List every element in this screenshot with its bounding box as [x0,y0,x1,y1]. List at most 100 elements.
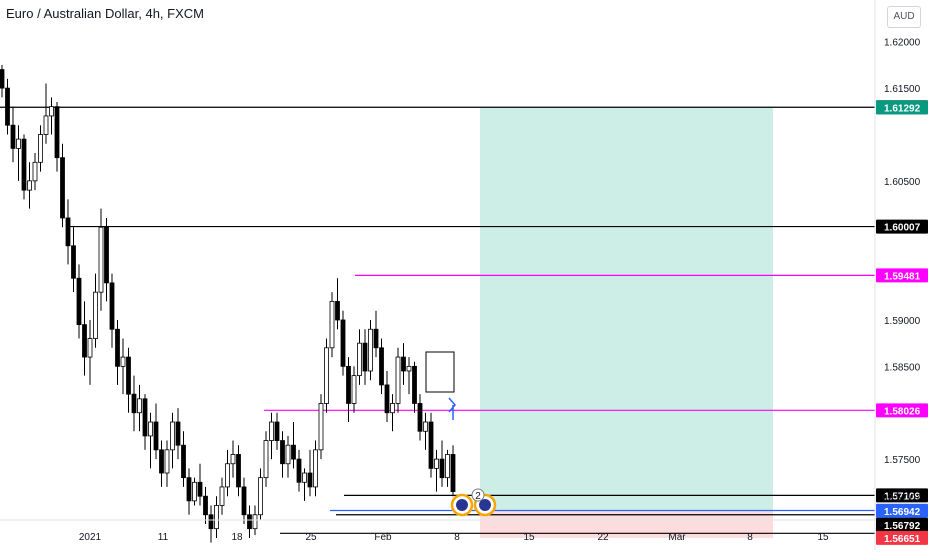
price-tag-bg [876,503,928,518]
candle-body [60,157,65,219]
price-tag-bg [876,517,928,532]
candle-body [32,161,38,182]
candle-body [98,226,104,293]
time-tick: 8 [747,532,753,543]
time-tick: 15 [523,532,535,543]
candle-body [219,486,225,506]
bar-countdown: 02:57:07 [882,493,921,504]
candle-body [450,454,456,492]
price-axis[interactable]: 1.62000 1.61500 1.60500 1.59000 1.58500 1.575… [884,38,921,466]
candle-body [258,477,263,516]
price-tick: 1.57500 [884,455,921,466]
candle-body [401,356,406,372]
candle-body [269,421,274,441]
price-tick: 1.61500 [884,84,921,95]
candle-body [21,138,27,191]
chart-overlays: 2 [425,351,497,517]
candle-body [302,472,307,483]
candle-body [225,463,230,488]
position-tool[interactable] [480,107,773,538]
candle-body [417,403,423,432]
time-tick: 15 [817,532,829,543]
time-tick: 18 [231,532,243,543]
price-tag-bg [876,530,928,545]
candle-body [126,356,131,395]
price-tags: 1.612941.612921.600071.594811.580261.571… [876,100,928,545]
candle-body [423,421,428,432]
candle-body [395,356,401,404]
time-tick: 11 [158,532,169,543]
price-tag-bg [876,488,928,503]
candle-body [274,421,280,441]
candle-body [351,375,357,404]
candle-body [148,421,153,437]
candle-body [181,444,186,479]
time-tick: Feb [374,532,392,543]
price-tag: 1.57109 [884,491,921,502]
event-count: 2 [475,491,481,502]
candle-body [49,106,54,117]
time-tick: Mar [668,532,686,543]
candle-body [93,291,98,339]
candle-body [296,458,302,483]
candle-body [307,472,313,488]
candle-body [247,514,252,530]
price-tick: 1.59000 [884,316,921,327]
price-tag: 1.60007 [884,223,921,234]
candle-body [186,477,192,502]
flag-icon-2 [479,499,491,511]
candle-body [445,454,450,479]
event-count-badge [471,488,485,502]
candle-body [76,277,82,326]
price-tick: 1.58500 [884,362,921,373]
price-tag: 1.56792 [884,521,921,532]
price-tag: 1.59481 [884,271,921,282]
candle-body [115,328,120,367]
candle-body [379,347,384,386]
candle-body [5,87,10,126]
candle-body [428,421,434,469]
candle-body [142,398,148,437]
candle-body [324,347,329,404]
candle-body [252,514,258,530]
candle-body [109,282,115,330]
candle-body [346,365,351,404]
time-tick: 2021 [79,532,102,543]
candle-body [340,319,346,367]
candle-body [335,301,340,321]
candle-body [236,454,241,488]
candle-body [241,486,247,516]
candle-body [192,481,197,502]
candle-body [285,444,291,465]
symbol-title: Euro / Australian Dollar, 4h, FXCM [6,6,204,21]
candle-body [197,481,203,497]
price-tag: 1.56651 [884,534,921,545]
candle-body [214,505,219,530]
candle-body [406,365,412,372]
time-axis[interactable]: 2021 11 18 25 Feb 8 15 22 Mar 8 15 [79,532,829,543]
candle-body [54,106,60,159]
candle-body [153,421,159,451]
price-tag-bg [876,268,928,283]
candle-body [373,328,379,349]
candle-body [230,454,236,465]
candle-body [131,393,137,414]
candle-body [434,458,439,469]
profit-zone [480,107,773,511]
candle-body [38,134,43,163]
candle-body [10,124,16,149]
currency-badge[interactable]: AUD [887,6,921,28]
price-tag-bg [876,403,928,418]
candle-body [291,444,296,460]
candle-body [164,449,170,474]
candle-body [16,138,21,149]
price-tick: 1.60500 [884,177,921,188]
candle-body [362,342,368,372]
candle-body [43,115,49,135]
candle-body [137,398,142,414]
price-tag: 1.61292 [884,103,921,114]
event-badges[interactable]: 2 [450,488,497,517]
candle-body [263,440,269,479]
